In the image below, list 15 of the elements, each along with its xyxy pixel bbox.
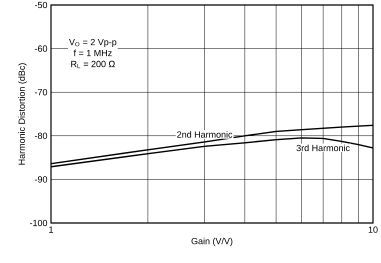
- y-tick-label: -80: [34, 132, 48, 139]
- annotation: f = 1 MHz: [74, 50, 112, 56]
- annotation: R$_{L}$ = 200 Ω: [71, 60, 115, 68]
- y-tick-label: -90: [34, 176, 48, 183]
- x-tick-label: 10: [368, 226, 378, 233]
- y-tick-label: -60: [34, 45, 48, 52]
- series-label: 3rd Harmonic: [296, 144, 350, 152]
- x-tick-label: 1: [49, 226, 54, 233]
- y-tick-label: -70: [34, 89, 48, 96]
- y-axis-title: Harmonic Distortion (dBc): [18, 63, 27, 165]
- x-axis-title: Gain (V/V): [192, 238, 232, 246]
- y-tick-label: -50: [34, 2, 48, 8]
- series-label: 2nd Harmonic: [177, 131, 232, 138]
- y-tick-label: -100: [30, 220, 48, 226]
- annotation: V$_{O}$ = 2 Vp-p: [69, 38, 116, 48]
